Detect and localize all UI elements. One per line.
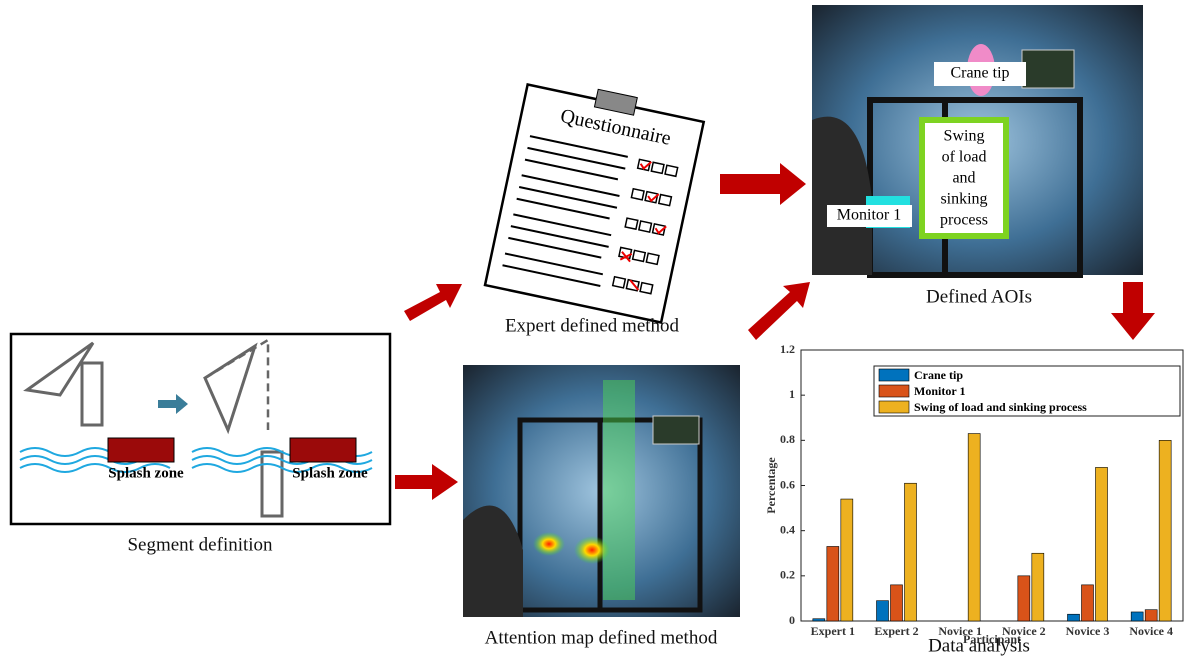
attention-photo: [463, 365, 740, 617]
x-tick-label: Expert 2: [874, 624, 918, 638]
y-tick-label: 0.6: [780, 477, 795, 491]
bar: [1131, 612, 1143, 621]
bar: [1018, 576, 1030, 621]
bar: [1082, 585, 1094, 621]
caption: Data analysis: [928, 635, 1030, 656]
y-axis-label: Percentage: [764, 457, 778, 514]
bar: [968, 434, 980, 621]
aoi-label-line: of load: [942, 149, 987, 166]
y-tick-label: 0.4: [780, 522, 795, 536]
bar: [827, 546, 839, 621]
bar: [877, 601, 889, 621]
caption: Expert defined method: [505, 315, 680, 336]
bar-chart: 00.20.40.60.811.2PercentageParticipantEx…: [764, 342, 1183, 646]
x-tick-label: Expert 1: [811, 624, 855, 638]
aoi-label: Crane tip: [950, 65, 1009, 82]
bar: [1068, 614, 1080, 621]
bar: [1159, 440, 1171, 621]
splash-label: Splash zone: [108, 465, 184, 481]
bar: [1145, 610, 1157, 621]
aoi-label-line: sinking: [940, 191, 987, 208]
aoi-label-line: Swing: [944, 128, 985, 145]
caption: Segment definition: [127, 534, 273, 555]
caption: Attention map defined method: [485, 627, 718, 648]
y-tick-label: 1.2: [780, 342, 795, 356]
bar: [813, 619, 825, 621]
aoi-photo: Crane tip Monitor 1 Swing of load and sinki…: [812, 5, 1143, 275]
x-tick-label: Novice 4: [1129, 624, 1173, 638]
legend-swatch: [879, 385, 909, 397]
y-tick-label: 0.2: [780, 568, 795, 582]
clipboard: Questionnaire: [485, 75, 706, 323]
aoi-label-line: and: [952, 170, 975, 187]
aoi-label-line: process: [940, 212, 988, 229]
legend-label: Crane tip: [914, 368, 963, 382]
splash-label: Splash zone: [292, 465, 368, 481]
bar: [1032, 553, 1044, 621]
y-tick-label: 0: [789, 613, 795, 627]
legend-label: Swing of load and sinking process: [914, 400, 1087, 414]
y-tick-label: 1: [789, 387, 795, 401]
bar: [905, 483, 917, 621]
aoi-label: Monitor 1: [837, 207, 901, 224]
bar: [1096, 467, 1108, 621]
legend-label: Monitor 1: [914, 384, 965, 398]
legend-swatch: [879, 401, 909, 413]
bar: [891, 585, 903, 621]
segment-panel: Splash zone Splash zone: [11, 334, 390, 524]
x-tick-label: Novice 3: [1066, 624, 1110, 638]
bar: [841, 499, 853, 621]
caption: Defined AOIs: [926, 286, 1032, 307]
y-tick-label: 0.8: [780, 432, 795, 446]
legend-swatch: [879, 369, 909, 381]
figure: Splash zone Splash zone Segment definiti…: [0, 0, 1190, 659]
